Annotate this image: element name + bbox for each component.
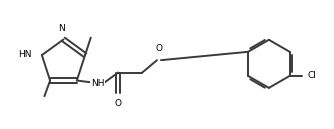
Text: O: O [155,44,162,53]
Text: HN: HN [18,50,31,59]
Text: N: N [58,24,65,33]
Text: Cl: Cl [307,71,316,80]
Text: NH: NH [91,79,104,88]
Text: O: O [115,99,122,108]
